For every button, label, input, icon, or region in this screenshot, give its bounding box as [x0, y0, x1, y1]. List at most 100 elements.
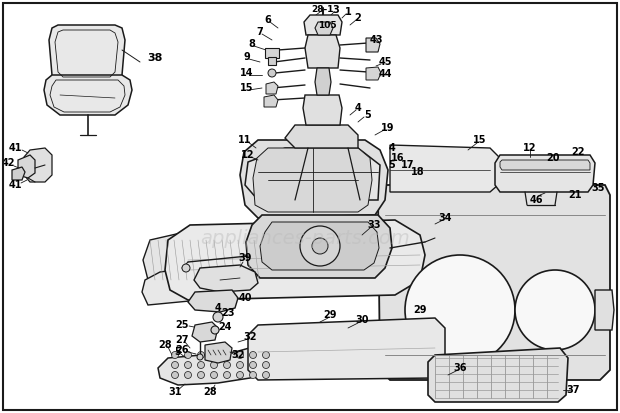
Circle shape — [262, 351, 270, 358]
Circle shape — [211, 361, 218, 368]
Polygon shape — [158, 340, 285, 385]
Text: 33: 33 — [367, 220, 381, 230]
Polygon shape — [248, 318, 445, 380]
Text: 18: 18 — [411, 167, 425, 177]
Circle shape — [185, 361, 192, 368]
Circle shape — [268, 69, 276, 77]
Polygon shape — [245, 148, 380, 200]
Polygon shape — [428, 348, 568, 402]
Polygon shape — [240, 140, 388, 218]
Polygon shape — [12, 167, 25, 180]
Text: 29: 29 — [323, 310, 337, 320]
Polygon shape — [495, 155, 595, 192]
Polygon shape — [194, 265, 258, 292]
Circle shape — [172, 361, 179, 368]
Text: 37: 37 — [566, 385, 580, 395]
Polygon shape — [315, 22, 333, 35]
Text: 15: 15 — [473, 135, 487, 145]
Polygon shape — [304, 15, 342, 35]
Text: 28-1: 28-1 — [312, 5, 334, 14]
Text: 32: 32 — [231, 350, 245, 360]
Text: 2: 2 — [355, 13, 361, 23]
Text: 1: 1 — [345, 7, 352, 17]
Text: 31: 31 — [168, 387, 182, 397]
Polygon shape — [18, 155, 35, 178]
Circle shape — [198, 372, 205, 378]
Text: 28: 28 — [203, 387, 217, 397]
Text: 40: 40 — [238, 293, 252, 303]
Circle shape — [236, 351, 244, 358]
Circle shape — [197, 354, 203, 360]
Circle shape — [182, 264, 190, 272]
Bar — [268, 57, 276, 65]
Circle shape — [213, 312, 223, 322]
Text: 30: 30 — [355, 315, 369, 325]
Text: 5: 5 — [175, 347, 182, 357]
Circle shape — [236, 361, 244, 368]
Text: 28: 28 — [158, 340, 172, 350]
Text: 44: 44 — [378, 69, 392, 79]
Circle shape — [405, 255, 515, 365]
Circle shape — [262, 372, 270, 378]
Text: 12: 12 — [241, 150, 255, 160]
Polygon shape — [165, 220, 425, 300]
Circle shape — [198, 361, 205, 368]
Polygon shape — [24, 148, 52, 182]
Text: 8: 8 — [249, 39, 255, 49]
Bar — [265, 48, 279, 58]
Text: 4: 4 — [389, 143, 396, 153]
Text: 36: 36 — [453, 363, 467, 373]
Polygon shape — [192, 322, 218, 342]
Circle shape — [185, 351, 192, 358]
Polygon shape — [253, 148, 372, 212]
Text: 42: 42 — [1, 158, 15, 168]
Polygon shape — [378, 185, 610, 380]
Text: 14: 14 — [241, 68, 254, 78]
Polygon shape — [266, 82, 278, 94]
Text: 16: 16 — [391, 153, 405, 163]
Text: 23: 23 — [221, 308, 235, 318]
Text: 4: 4 — [215, 303, 221, 313]
Circle shape — [249, 351, 257, 358]
Text: 20: 20 — [546, 153, 560, 163]
Text: 15: 15 — [241, 83, 254, 93]
Polygon shape — [246, 215, 392, 278]
Circle shape — [211, 372, 218, 378]
Text: 25: 25 — [175, 320, 188, 330]
Text: 26: 26 — [175, 345, 188, 355]
Text: 11: 11 — [238, 135, 252, 145]
Text: 22: 22 — [571, 147, 585, 157]
Circle shape — [515, 270, 595, 350]
Polygon shape — [285, 125, 358, 148]
Text: 41: 41 — [8, 143, 22, 153]
Polygon shape — [44, 75, 132, 115]
Text: 3: 3 — [332, 5, 339, 15]
Circle shape — [262, 361, 270, 368]
Polygon shape — [315, 68, 331, 95]
Circle shape — [211, 326, 219, 334]
Text: appliances-parts.com: appliances-parts.com — [200, 228, 410, 247]
Text: 21: 21 — [569, 190, 582, 200]
Text: 39: 39 — [238, 253, 252, 263]
Text: 19: 19 — [381, 123, 395, 133]
Text: 5: 5 — [389, 160, 396, 170]
Circle shape — [172, 351, 179, 358]
Polygon shape — [49, 25, 125, 82]
Text: 35: 35 — [591, 183, 604, 193]
Circle shape — [223, 351, 231, 358]
Polygon shape — [595, 290, 614, 330]
Polygon shape — [303, 95, 342, 125]
Circle shape — [300, 226, 340, 266]
Text: 45: 45 — [378, 57, 392, 67]
Polygon shape — [366, 67, 381, 80]
Circle shape — [198, 351, 205, 358]
Circle shape — [223, 361, 231, 368]
Text: 43: 43 — [370, 35, 383, 45]
Circle shape — [211, 351, 218, 358]
Text: 32: 32 — [243, 332, 257, 342]
Circle shape — [185, 372, 192, 378]
Circle shape — [236, 372, 244, 378]
Text: 5: 5 — [365, 110, 371, 120]
Text: 41: 41 — [8, 180, 22, 190]
Text: 4: 4 — [355, 103, 361, 113]
